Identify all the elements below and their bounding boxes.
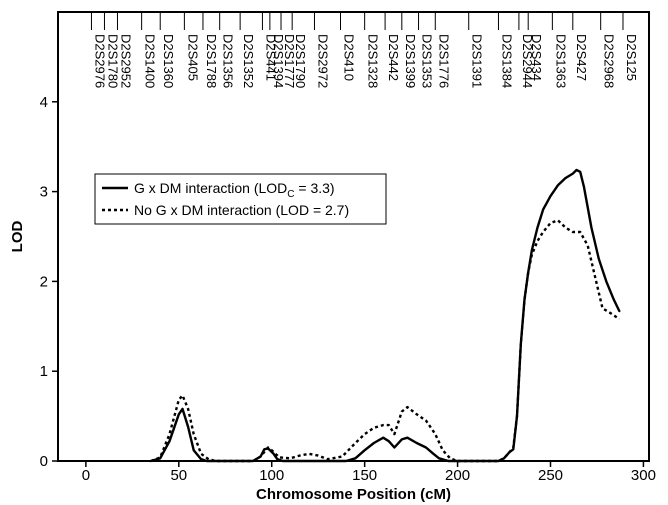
- marker-label: D2S2972: [315, 34, 330, 88]
- marker-label: D2S1328: [366, 34, 381, 88]
- marker-label: D2S405: [185, 34, 200, 81]
- marker-label: D2S125: [624, 34, 639, 81]
- marker-label: D2S1360: [161, 34, 176, 88]
- marker-label: D2S1790: [293, 34, 308, 88]
- y-tick-label: 3: [40, 184, 48, 201]
- marker-label: D2S427: [574, 34, 589, 81]
- marker-label: D2S1352: [241, 34, 256, 88]
- y-tick-label: 4: [40, 94, 48, 111]
- x-tick-label: 200: [445, 467, 470, 484]
- marker-label: D2S2952: [118, 34, 133, 88]
- marker-label: D2S2976: [92, 34, 107, 88]
- marker-label: D2S410: [341, 34, 356, 81]
- y-tick-label: 2: [40, 273, 48, 290]
- marker-label: D2S1353: [420, 34, 435, 88]
- marker-label: D2S2944: [520, 34, 535, 88]
- axes-group: 0 50 100 150 200 250 300 0 1 2 3 4: [40, 94, 656, 484]
- marker-label: D2S1776: [436, 34, 451, 88]
- marker-label: D2S1363: [553, 34, 568, 88]
- legend-label-2: No G x DM interaction (LOD = 2.7): [134, 202, 349, 218]
- series-line-2: [150, 219, 620, 463]
- x-tick-label: 300: [631, 467, 656, 484]
- marker-label: D2S442: [386, 34, 401, 81]
- x-tick-label: 100: [259, 467, 284, 484]
- marker-label: D2S1777: [282, 34, 297, 88]
- marker-label: D2S434: [529, 34, 544, 81]
- marker-label: D2S1391: [470, 34, 485, 88]
- marker-label: D2S1780: [105, 34, 120, 88]
- plot-frame: [57, 11, 650, 462]
- y-axis-title: LOD: [9, 221, 26, 253]
- legend: G x DM interaction (LODC = 3.3) No G x DM…: [94, 173, 387, 225]
- x-tick-label: 250: [538, 467, 563, 484]
- marker-label: D2S1788: [204, 34, 219, 88]
- marker-label: D2S1356: [221, 34, 236, 88]
- marker-label: D2S441: [263, 34, 278, 81]
- x-tick-label: 150: [352, 467, 377, 484]
- x-tick-label: 50: [170, 467, 187, 484]
- y-tick-label: 0: [40, 453, 48, 470]
- marker-label: D2S1400: [143, 34, 158, 88]
- marker-label: D2S2968: [602, 34, 617, 88]
- x-tick-label: 0: [82, 467, 90, 484]
- legend-label-1: G x DM interaction (LODC = 3.3): [134, 180, 335, 200]
- y-tick-label: 1: [40, 363, 48, 380]
- marker-label: D2S1384: [499, 34, 514, 88]
- legend-box: [94, 173, 387, 225]
- x-axis-title: Chromosome Position (cM): [256, 486, 451, 503]
- marker-label: D2S1399: [403, 34, 418, 88]
- marker-label: D2S1394: [271, 34, 286, 88]
